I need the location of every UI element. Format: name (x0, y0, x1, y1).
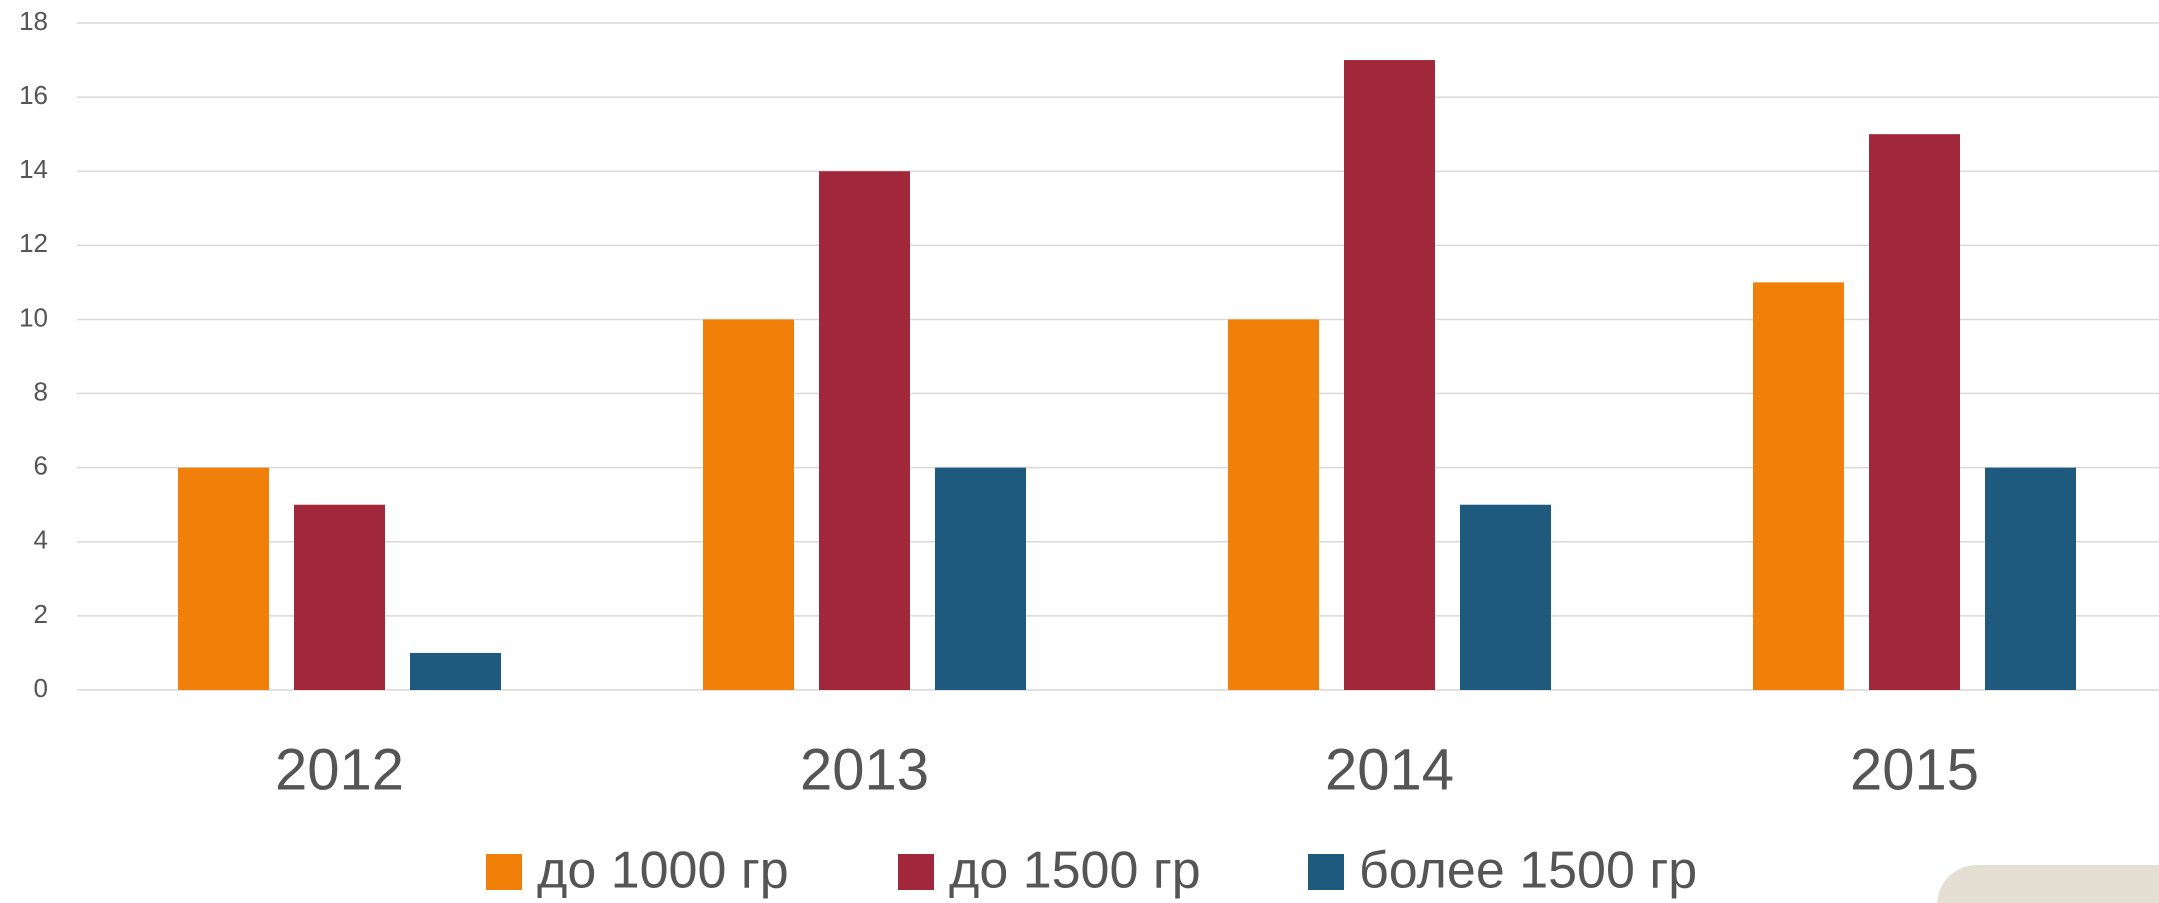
y-tick-label: 12 (19, 228, 48, 258)
y-tick-label: 0 (34, 673, 48, 703)
legend-swatch (486, 854, 522, 890)
y-tick-label: 10 (19, 302, 48, 332)
bar (1985, 467, 2076, 690)
x-tick-label: 2015 (1850, 737, 1979, 802)
y-tick-label: 18 (19, 6, 48, 36)
y-tick-label: 2 (34, 599, 48, 629)
bar (1460, 504, 1551, 690)
decoration (1937, 865, 2159, 903)
legend-swatch (1308, 854, 1344, 890)
bar (1869, 134, 1960, 690)
bar (410, 652, 501, 690)
bar (294, 504, 385, 690)
x-tick-label: 2013 (800, 737, 929, 802)
bar (1228, 319, 1319, 690)
bar (1753, 282, 1844, 690)
y-tick-label: 16 (19, 80, 48, 110)
y-tick-label: 4 (34, 525, 48, 555)
bar (935, 467, 1026, 690)
x-tick-label: 2014 (1325, 737, 1454, 802)
legend-swatch (898, 854, 934, 890)
y-tick-label: 6 (34, 451, 48, 481)
legend-label: до 1000 гр (537, 842, 789, 900)
bar (819, 171, 910, 690)
y-tick-label: 8 (34, 376, 48, 406)
y-tick-label: 14 (19, 154, 48, 184)
legend-label: более 1500 гр (1359, 842, 1697, 900)
x-tick-label: 2012 (275, 737, 404, 802)
bar (1344, 60, 1435, 691)
bar (703, 319, 794, 690)
bar (178, 467, 269, 690)
legend-label: до 1500 гр (949, 842, 1201, 900)
